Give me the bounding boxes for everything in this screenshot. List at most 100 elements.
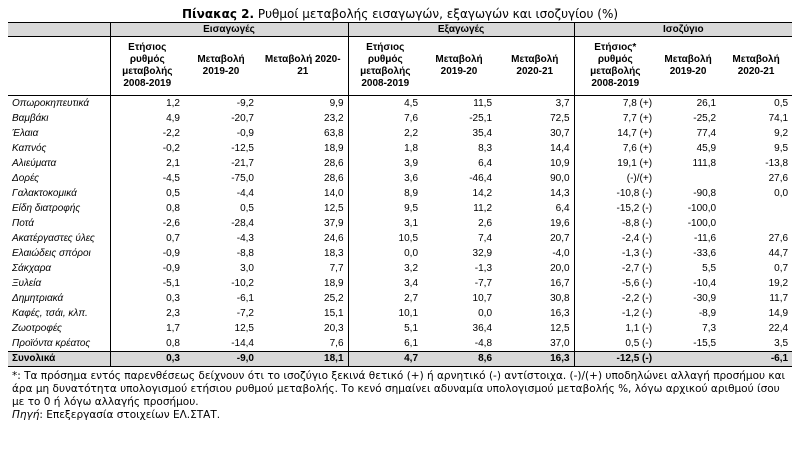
source-label: Πηγή (12, 409, 40, 421)
cell: -25,1 (469, 113, 493, 124)
title-text: Ρυθμοί μεταβολής εισαγωγών, εξαγωγών και… (257, 7, 619, 21)
cell: 19,2 (768, 278, 789, 289)
cell: -14,4 (231, 338, 254, 349)
table-row: Ζωοτροφές 1,7 12,5 20,3 5,1 36,4 12,5 1,1 (-) 7,… (8, 321, 792, 336)
cell: 26,1 (696, 98, 717, 109)
row-label: Βαμβάκι (12, 113, 49, 124)
cell: 1,8 (347, 141, 423, 156)
group-row: Εισαγωγές Εξαγωγές Ισοζύγιο (8, 22, 793, 37)
cell: 0,3 (109, 351, 184, 367)
cell: 63,8 (324, 128, 344, 139)
cell: 14,4 (550, 143, 570, 154)
cell: 16,3 (496, 351, 575, 367)
cell: -30,9 (693, 293, 717, 304)
cell: 8,6 (422, 351, 497, 367)
cell: 0,5 (240, 203, 254, 214)
cell: 14,3 (550, 188, 570, 199)
cell: -0,9 (109, 261, 184, 276)
cell: 10,7 (472, 293, 493, 304)
cell: 7,6 (347, 111, 423, 126)
cell: 16,7 (550, 278, 570, 289)
table-row: Γαλακτοκομικά 0,5 -4,4 14,0 8,9 14,2 14,3 -10,8… (8, 186, 792, 201)
cell: -28,4 (231, 218, 254, 229)
cell: 10,5 (347, 231, 423, 246)
row-label: Γαλακτοκομικά (12, 188, 77, 199)
cell: 19,1 (+) (573, 156, 657, 171)
cell: -20,7 (231, 113, 254, 124)
cell: -4,4 (236, 188, 254, 199)
cell: -8,8 (236, 248, 254, 259)
row-label: Καπνός (12, 143, 47, 154)
row-label: Έλαια (12, 128, 39, 139)
table-row: Ακατέργαστες ύλες 0,7 -4,3 24,6 10,5 7,4 20,7-… (8, 231, 792, 246)
table-row: Οπωροκηπευτικά 1,2 -9,2 9,9 4,5 11,5 3,7 7,8 (+… (8, 95, 792, 111)
cell: 12,5 (550, 323, 570, 334)
cell: 0,5 (774, 98, 789, 109)
cell: 0,8 (109, 201, 184, 216)
cell: 7,7 (+) (573, 111, 657, 126)
header-cell (8, 36, 110, 96)
cell: 3,1 (347, 216, 423, 231)
cell: 6,4 (555, 203, 570, 214)
row-label: Είδη διατροφής (12, 203, 81, 214)
cell: -11,6 (693, 233, 717, 244)
cell: 1,1 (-) (573, 321, 657, 336)
cell: 45,9 (696, 143, 717, 154)
table-row: Ποτά -2,6 -28,4 37,9 3,1 2,6 19,6 -8,8 (-) -100,… (8, 216, 792, 231)
cell: 25,2 (324, 293, 344, 304)
cell: 11,7 (769, 293, 789, 304)
column-header: Ετήσιος* ρυθμός μεταβολής 2008-2019 (573, 36, 657, 96)
cell: 20,3 (324, 323, 344, 334)
cell: -0,2 (109, 141, 184, 156)
cell: -15,5 (693, 338, 717, 349)
column-header: Μεταβολή 2019-20 (184, 36, 258, 96)
cell: -6,1 (236, 293, 254, 304)
cell: 2,7 (347, 291, 423, 306)
cell: 0,8 (109, 336, 184, 352)
cell: 2,3 (109, 306, 184, 321)
cell: 7,4 (478, 233, 493, 244)
cell: 20,0 (550, 263, 570, 274)
cell: 0,0 (774, 188, 789, 199)
cell: -12,5 (-) (573, 351, 657, 367)
row-label: Αλιεύματα (12, 158, 57, 169)
cell: 14,9 (768, 308, 789, 319)
cell: 72,5 (550, 113, 570, 124)
table-row: Δημητριακά 0,3 -6,1 25,2 2,7 10,7 30,8 -2,2 (-)… (8, 291, 792, 306)
cell: -2,7 (-) (573, 261, 657, 276)
cell: 36,4 (472, 323, 493, 334)
cell: -90,8 (693, 188, 717, 199)
cell: 14,0 (324, 188, 344, 199)
row-label: Ξυλεία (12, 278, 42, 289)
cell: -8,8 (-) (573, 216, 657, 231)
cell: 0,0 (478, 308, 493, 319)
cell: 9,2 (774, 128, 789, 139)
cell: -13,8 (765, 158, 789, 169)
cell: 6,1 (347, 336, 423, 352)
cell: 18,9 (324, 143, 344, 154)
cell: 8,3 (478, 143, 493, 154)
column-header: Ετήσιος ρυθμός μεταβολής 2008-2019 (109, 36, 184, 96)
cell: 3,7 (555, 98, 570, 109)
cell: -8,9 (698, 308, 717, 319)
cell: 28,6 (324, 158, 344, 169)
column-header: Μεταβολή 2019-20 (656, 36, 721, 96)
cell: -4,5 (109, 171, 184, 186)
cell: -1,3 (-) (573, 246, 657, 261)
row-label: Ακατέργαστες ύλες (12, 233, 95, 244)
cell: -100,0 (687, 218, 717, 229)
table-row: Καπνός -0,2 -12,5 18,9 1,8 8,3 14,4 7,6 (+) 45,9… (8, 141, 792, 156)
row-label: Καφές, τσάι, κλπ. (12, 308, 88, 319)
cell: 90,0 (550, 173, 570, 184)
cell: 6,4 (478, 158, 493, 169)
cell: 11,2 (473, 203, 493, 214)
cell: (-)/(+) (573, 171, 657, 186)
cell: -12,5 (231, 143, 254, 154)
cell: -9,2 (236, 98, 254, 109)
subheader-row: Ετήσιος ρυθμός μεταβολής 2008-2019 Μεταβο… (8, 36, 793, 96)
cell: 4,7 (347, 351, 423, 367)
cell: 30,8 (550, 293, 570, 304)
cell: 12,5 (324, 203, 344, 214)
cell: -5,1 (109, 276, 184, 291)
cell: 0,7 (109, 231, 184, 246)
